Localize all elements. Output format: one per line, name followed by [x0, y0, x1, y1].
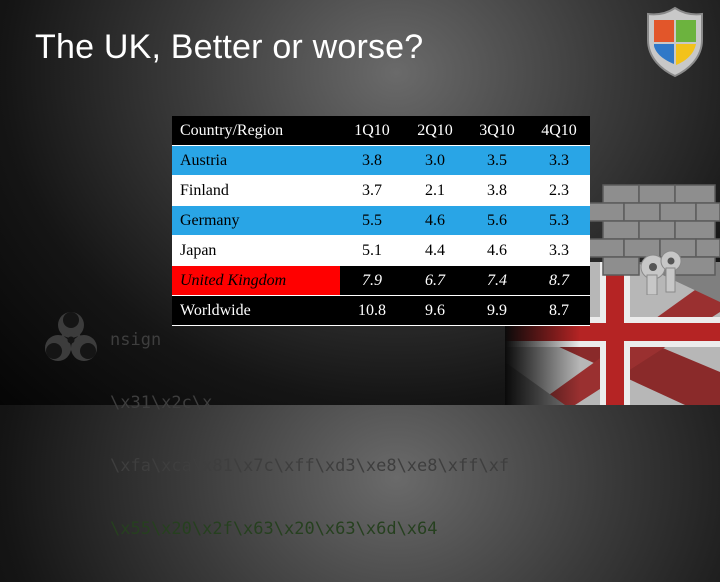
table-cell-country: United Kingdom	[172, 265, 340, 296]
table-cell: 3.5	[466, 145, 528, 176]
table-cell: 2.3	[528, 175, 590, 206]
table-row: Worldwide 10.8 9.6 9.9 8.7	[172, 295, 590, 326]
table-cell: 3.3	[528, 235, 590, 266]
table-cell: 5.1	[340, 235, 404, 266]
table-cell: 9.9	[466, 295, 528, 326]
page-title: The UK, Better or worse?	[35, 28, 424, 66]
column-header: 2Q10	[404, 116, 466, 146]
table-row: United Kingdom 7.9 6.7 7.4 8.7	[172, 265, 590, 296]
table-cell-country: Worldwide	[172, 295, 340, 326]
column-header: 1Q10	[340, 116, 404, 146]
brick-wall-keys	[587, 184, 720, 295]
table-cell: 3.7	[340, 175, 404, 206]
shield-icon	[647, 6, 703, 78]
table-cell: 4.6	[404, 205, 466, 236]
data-table: Country/Region 1Q10 2Q10 3Q10 4Q10 Austr…	[172, 116, 590, 326]
column-header: 4Q10	[528, 116, 590, 146]
column-header: Country/Region	[172, 116, 340, 146]
table-cell: 4.4	[404, 235, 466, 266]
table-row: Germany 5.5 4.6 5.6 5.3	[172, 205, 590, 236]
hex-line: \xfa\xca\x81\x7c\xff\xd3\xe8\xe8\xff\xf	[110, 456, 510, 476]
hex-line: \x31\x2c\x	[110, 393, 213, 413]
table-cell: 8.7	[528, 265, 590, 296]
table-cell: 8.7	[528, 295, 590, 326]
table-cell: 3.0	[404, 145, 466, 176]
table-cell: 5.6	[466, 205, 528, 236]
table-cell: 4.6	[466, 235, 528, 266]
table-cell: 3.8	[466, 175, 528, 206]
table-row: Austria 3.8 3.0 3.5 3.3	[172, 145, 590, 176]
table-cell-country: Finland	[172, 175, 340, 206]
table-cell: 6.7	[404, 265, 466, 296]
table-row: Finland 3.7 2.1 3.8 2.3	[172, 175, 590, 206]
table-cell-country: Japan	[172, 235, 340, 266]
hex-code-watermark: nsign \x31\x2c\x \xfa\xca\x81\x7c\xff\xd…	[110, 288, 530, 582]
table-cell: 10.8	[340, 295, 404, 326]
table-cell: 3.8	[340, 145, 404, 176]
table-cell-country: Austria	[172, 145, 340, 176]
column-header: 3Q10	[466, 116, 528, 146]
hex-line: \x55\x20\x2f\x63\x20\x63\x6d\x64	[110, 519, 438, 539]
table-cell-country: Germany	[172, 205, 340, 236]
table-header-row: Country/Region 1Q10 2Q10 3Q10 4Q10	[172, 116, 590, 146]
table-cell: 7.9	[340, 265, 404, 296]
table-row: Japan 5.1 4.4 4.6 3.3	[172, 235, 590, 266]
table-cell: 2.1	[404, 175, 466, 206]
table-cell: 5.5	[340, 205, 404, 236]
table-cell: 9.6	[404, 295, 466, 326]
hex-line: nsign	[110, 330, 162, 350]
biohazard-icon	[45, 312, 97, 361]
slide: nsign \x31\x2c\x \xfa\xca\x81\x7c\xff\xd…	[35, 6, 720, 539]
table-cell: 5.3	[528, 205, 590, 236]
table-cell: 3.3	[528, 145, 590, 176]
table-cell: 7.4	[466, 265, 528, 296]
